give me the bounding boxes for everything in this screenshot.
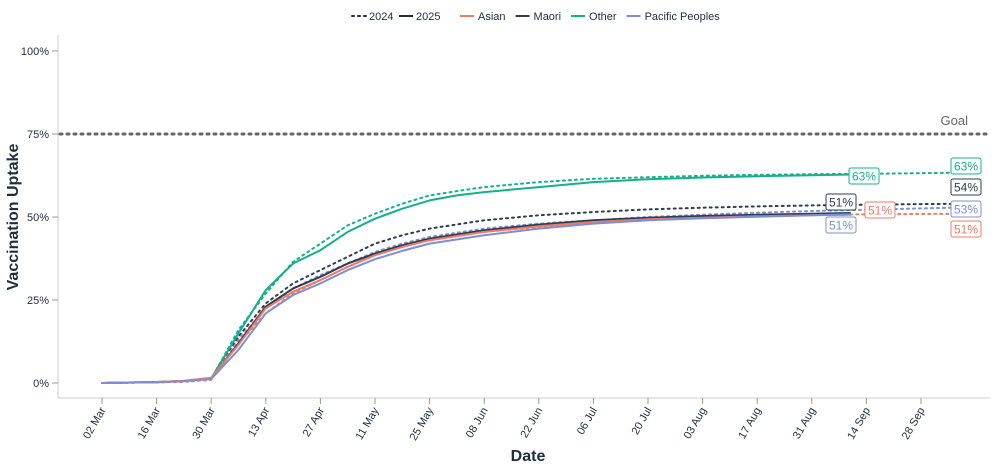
x-tick-label: 25 May	[408, 405, 437, 443]
x-tick-label: 13 Apr	[246, 405, 272, 439]
x-tick-label: 03 Aug	[682, 406, 710, 442]
end-label: 63%	[954, 160, 978, 174]
legend-label: Pacific Peoples	[645, 11, 721, 23]
end-label-box	[950, 220, 982, 238]
end-label-box	[950, 200, 982, 218]
x-tick-label: 20 Jul	[630, 406, 655, 437]
end-label: 51%	[954, 223, 978, 237]
end-label-box	[950, 157, 982, 175]
end-label-box	[950, 178, 982, 196]
legend-label: Asian	[478, 11, 506, 23]
x-tick-label: 28 Sep	[900, 406, 928, 442]
end-label-box	[825, 216, 857, 234]
x-axis-title: Date	[511, 448, 546, 465]
end-label: 53%	[954, 203, 978, 217]
end-label: 54%	[954, 181, 978, 195]
x-tick-label: 17 Aug	[736, 406, 764, 442]
x-tick-label: 06 Jul	[575, 406, 600, 437]
x-tick-label: 11 May	[354, 405, 382, 442]
series-line-maori-2025	[101, 212, 851, 384]
series-line-asian-2025	[101, 213, 851, 384]
x-tick-label: 02 Mar	[81, 405, 109, 441]
end-label-box	[864, 201, 896, 219]
x-tick-label: 31 Aug	[791, 406, 819, 442]
legend-label: 2024	[369, 11, 393, 23]
y-tick-label: 100%	[21, 46, 49, 58]
legend-label: 2025	[416, 11, 440, 23]
x-tick-label: 08 Jun	[464, 406, 491, 441]
x-tick-label: 22 Jun	[518, 406, 545, 441]
end-label: 51%	[868, 204, 892, 218]
end-label-box	[825, 193, 857, 211]
series-line-other-2024	[101, 171, 969, 384]
y-tick-label: 25%	[27, 295, 49, 307]
series-line-pacific-peoples-2025	[101, 213, 851, 384]
y-tick-label: 50%	[27, 212, 49, 224]
x-tick-label: 30 Mar	[190, 405, 218, 441]
end-label: 63%	[852, 170, 876, 184]
series-line-other-2025	[101, 173, 851, 384]
end-label-box	[848, 167, 880, 185]
x-tick-label: 14 Sep	[845, 406, 873, 442]
y-tick-label: 0%	[33, 378, 49, 390]
legend-label: Maori	[534, 11, 562, 23]
end-label: 51%	[829, 196, 853, 210]
x-tick-label: 27 Apr	[301, 405, 327, 439]
y-tick-label: 75%	[27, 129, 49, 141]
series-line-maori-2024	[101, 202, 969, 384]
legend-label: Other	[589, 11, 617, 23]
x-tick-label: 16 Mar	[136, 405, 164, 441]
goal-label: Goal	[941, 113, 969, 128]
end-label: 51%	[829, 219, 853, 233]
y-axis-title: Vaccination Uptake	[5, 144, 22, 291]
